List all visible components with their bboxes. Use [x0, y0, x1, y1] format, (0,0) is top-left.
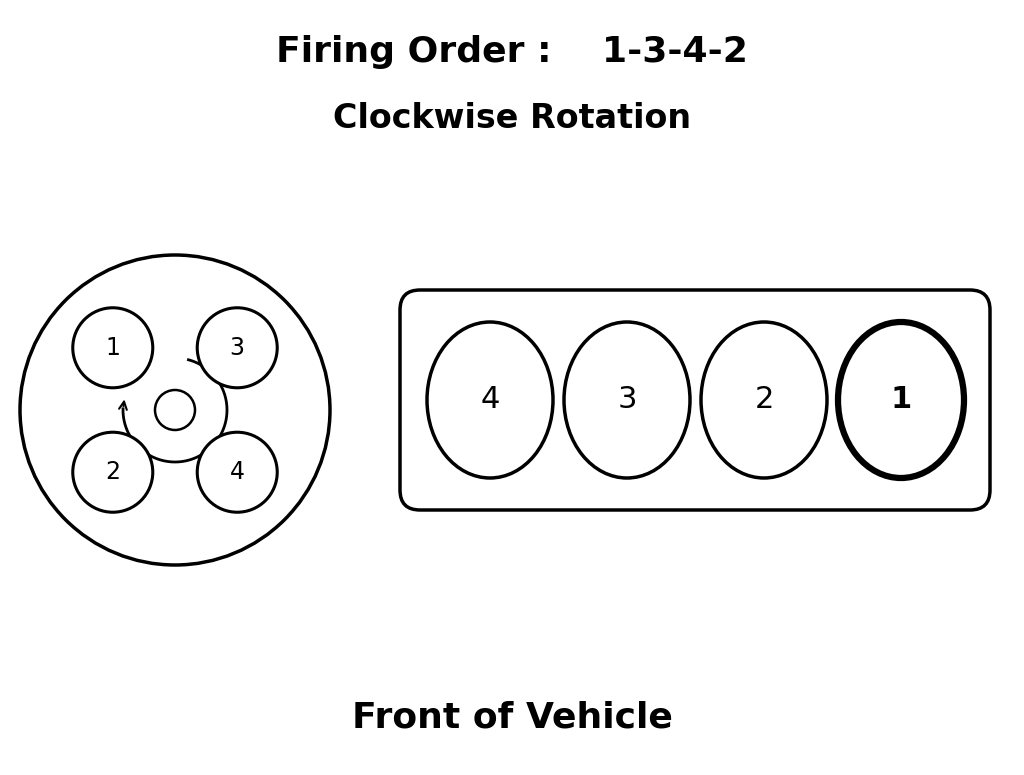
Text: 1: 1: [105, 336, 120, 360]
Text: Clockwise Rotation: Clockwise Rotation: [333, 102, 691, 135]
Circle shape: [73, 308, 153, 388]
Text: Front of Vehicle: Front of Vehicle: [351, 701, 673, 735]
Text: 4: 4: [229, 460, 245, 484]
Text: Firing Order :    1-3-4-2: Firing Order : 1-3-4-2: [276, 35, 748, 69]
Ellipse shape: [838, 322, 964, 478]
Circle shape: [73, 432, 153, 512]
Ellipse shape: [701, 322, 827, 478]
Circle shape: [198, 308, 278, 388]
Circle shape: [198, 432, 278, 512]
Text: 1: 1: [891, 385, 911, 415]
Text: 3: 3: [617, 385, 637, 415]
Text: 2: 2: [755, 385, 774, 415]
Text: 3: 3: [229, 336, 245, 360]
Ellipse shape: [427, 322, 553, 478]
Ellipse shape: [564, 322, 690, 478]
Text: 4: 4: [480, 385, 500, 415]
Text: 2: 2: [105, 460, 120, 484]
